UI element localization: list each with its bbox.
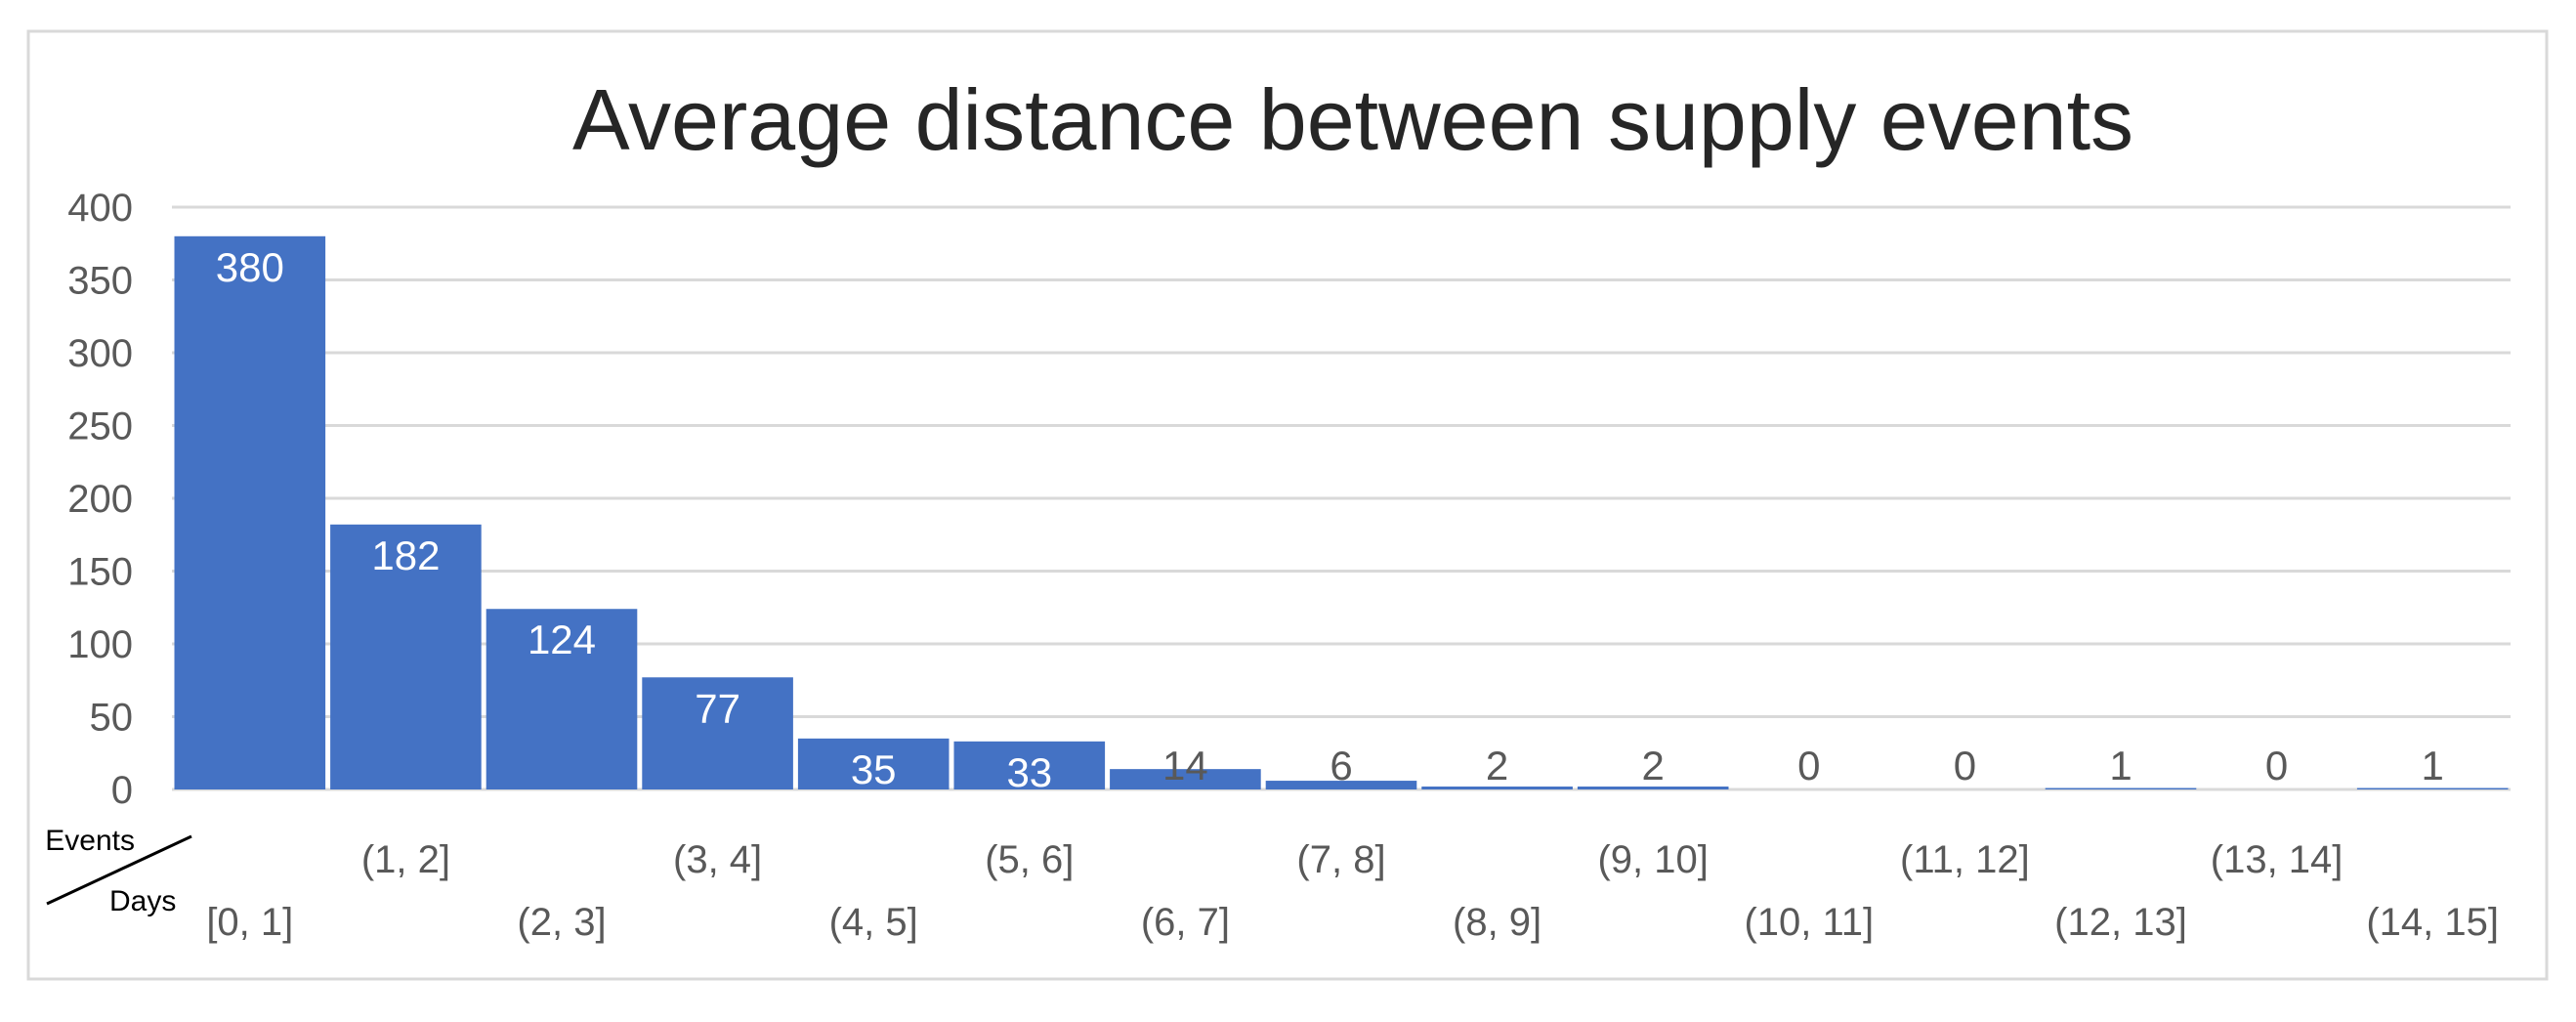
- data-label: 33: [1006, 749, 1052, 795]
- x-tick-label: (10, 11]: [1744, 901, 1874, 944]
- x-tick-label: (7, 8]: [1296, 838, 1385, 881]
- data-label: 124: [528, 617, 596, 662]
- y-tick-label: 400: [67, 187, 133, 230]
- bar-(7, 8]: [1265, 781, 1417, 789]
- axis-corner-divider: [46, 834, 192, 906]
- bar-(4, 5]: [797, 738, 950, 789]
- y-axis: 0 50 100 150 200 250 300 350 400: [67, 187, 133, 812]
- bar-(2, 3]: [486, 609, 638, 789]
- bar-(1, 2]: [330, 524, 482, 789]
- bar-(8, 9]: [1421, 787, 1573, 789]
- x-tick-label: (2, 3]: [517, 901, 606, 944]
- corner-label-events: Events: [45, 825, 135, 857]
- data-label: 0: [1797, 743, 1820, 788]
- x-axis: [0, 1] (1, 2] (2, 3] (3, 4] (4, 5] (5, 6] (6, …: [206, 838, 2499, 944]
- bar-(3, 4]: [642, 677, 793, 789]
- y-tick-label: 200: [67, 478, 133, 521]
- y-tick-label: 350: [67, 260, 133, 303]
- x-tick-label: (3, 4]: [673, 838, 762, 881]
- bar-[0, 1]: [174, 235, 326, 790]
- x-tick-label: (9, 10]: [1597, 838, 1708, 881]
- bar-(9, 10]: [1577, 787, 1729, 789]
- y-tick-label: 300: [67, 332, 133, 375]
- y-tick-label: 150: [67, 551, 133, 594]
- y-tick-label: 0: [111, 769, 133, 812]
- data-label: 14: [1162, 743, 1208, 788]
- corner-label-days: Days: [109, 885, 176, 917]
- data-label: 380: [216, 244, 284, 290]
- data-label: 182: [371, 532, 440, 578]
- x-tick-label: (12, 13]: [2054, 901, 2187, 944]
- y-tick-label: 100: [67, 623, 133, 666]
- data-labels: 380 182 124 77 35 33 14 6 2 2 0 0 1 0 1: [216, 244, 2444, 795]
- bar-(14, 15]: [2356, 788, 2509, 789]
- data-label: 1: [2422, 743, 2444, 788]
- bars: [174, 235, 2509, 790]
- data-label: 2: [1642, 743, 1665, 788]
- bar-(12, 13]: [2045, 788, 2197, 789]
- data-label: 77: [695, 685, 740, 731]
- x-tick-label: (13, 14]: [2211, 838, 2344, 881]
- bar-(5, 6]: [953, 741, 1106, 789]
- x-tick-label: (4, 5]: [829, 901, 918, 944]
- x-tick-label: (6, 7]: [1141, 901, 1230, 944]
- x-tick-label: (14, 15]: [2366, 901, 2499, 944]
- data-label: 35: [851, 746, 897, 792]
- y-tick-label: 250: [67, 405, 133, 448]
- x-tick-label: (1, 2]: [361, 838, 450, 881]
- y-tick-label: 50: [90, 697, 134, 740]
- data-label: 1: [2109, 743, 2132, 788]
- data-label: 0: [1954, 743, 1976, 788]
- x-tick-label: [0, 1]: [206, 901, 293, 944]
- x-tick-label: (5, 6]: [985, 838, 1074, 881]
- chart-title: Average distance between supply events: [572, 71, 2133, 168]
- x-tick-label: (8, 9]: [1453, 901, 1541, 944]
- data-label: 6: [1330, 743, 1352, 788]
- data-label: 0: [2265, 743, 2288, 788]
- x-tick-label: (11, 12]: [1900, 838, 2030, 881]
- data-label: 2: [1486, 743, 1508, 788]
- bar-(6, 7]: [1110, 769, 1261, 789]
- chart-border: [26, 29, 2549, 981]
